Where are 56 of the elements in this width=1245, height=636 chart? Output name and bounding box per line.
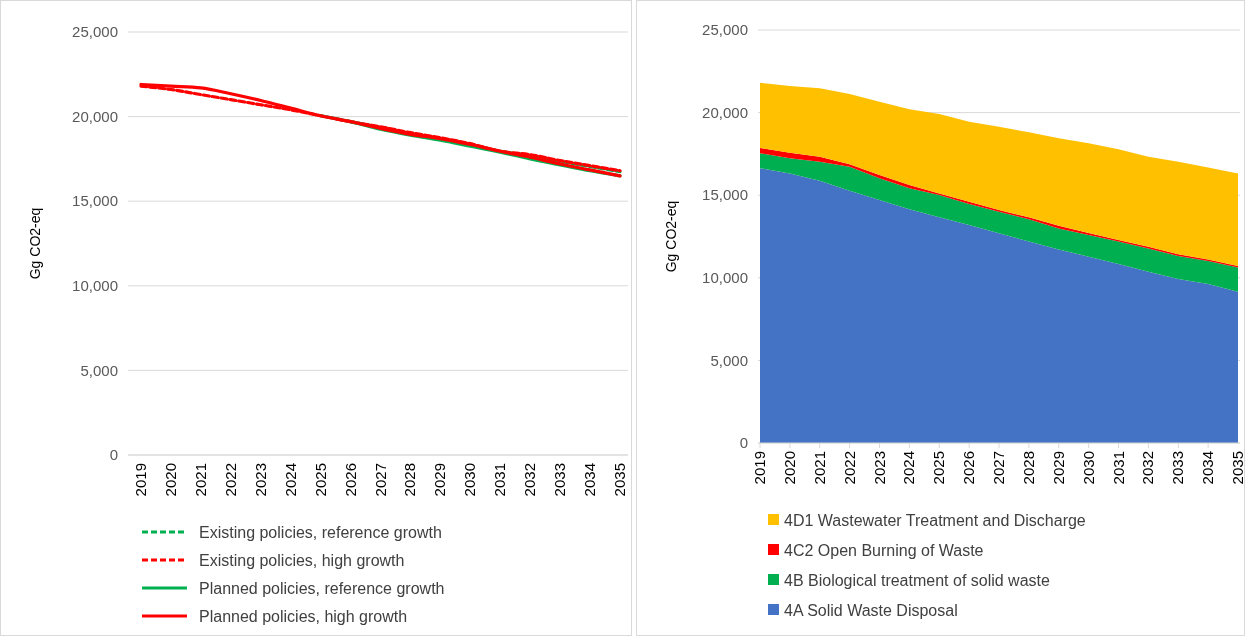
x-tick-label: 2019 xyxy=(751,451,768,485)
x-tick-label: 2031 xyxy=(1109,451,1127,485)
y-tick-label: 0 xyxy=(739,434,748,452)
x-tick-label: 2029 xyxy=(431,463,449,497)
x-tick-label: 2030 xyxy=(461,463,479,497)
x-tick-label: 2027 xyxy=(990,451,1007,485)
legend-label: 4D1 Wastewater Treatment and Discharge xyxy=(784,511,1086,529)
x-tick-label: 2026 xyxy=(341,463,359,497)
x-tick-label: 2031 xyxy=(491,463,509,497)
x-tick-label: 2022 xyxy=(840,451,858,485)
x-tick-label: 2024 xyxy=(281,463,299,497)
x-tick-label: 2027 xyxy=(371,463,389,497)
x-tick-label: 2023 xyxy=(251,463,269,497)
y-tick-label: 25,000 xyxy=(702,21,748,39)
y-tick-label: 0 xyxy=(109,446,118,464)
y-axis-title: Gg CO2-eq xyxy=(27,207,43,280)
y-tick-label: 20,000 xyxy=(702,103,748,121)
x-tick-label: 2033 xyxy=(1169,451,1187,485)
x-tick-label: 2033 xyxy=(551,463,569,497)
x-tick-label: 2034 xyxy=(581,463,599,497)
y-tick-label: 5,000 xyxy=(80,361,118,379)
x-tick-label: 2021 xyxy=(810,451,828,485)
x-tick-label: 2024 xyxy=(900,451,918,485)
x-tick-label: 2032 xyxy=(521,463,539,497)
x-tick-label: 2028 xyxy=(401,463,419,497)
legend-label: Planned policies, high growth xyxy=(199,607,408,625)
legend-label: Existing policies, reference growth xyxy=(199,523,442,541)
x-tick-label: 2026 xyxy=(960,451,978,485)
x-tick-label: 2034 xyxy=(1199,451,1217,485)
legend-label: Existing policies, high growth xyxy=(199,551,405,569)
x-tick-label: 2030 xyxy=(1079,451,1097,485)
y-tick-label: 15,000 xyxy=(72,192,118,210)
legend-label: 4B Biological treatment of solid waste xyxy=(784,571,1051,589)
x-tick-label: 2019 xyxy=(132,463,149,497)
x-tick-label: 2029 xyxy=(1049,451,1067,485)
y-tick-label: 20,000 xyxy=(72,107,118,125)
x-tick-label: 2023 xyxy=(870,451,888,485)
x-tick-label: 2025 xyxy=(311,463,329,497)
x-tick-label: 2032 xyxy=(1139,451,1157,485)
x-tick-label: 2035 xyxy=(1229,451,1245,485)
legend-label: 4C2 Open Burning of Waste xyxy=(784,541,984,559)
x-tick-label: 2028 xyxy=(1019,451,1037,485)
x-tick-label: 2035 xyxy=(611,463,628,497)
x-tick-label: 2020 xyxy=(780,451,798,485)
legend-label: Planned policies, reference growth xyxy=(199,579,445,597)
x-tick-label: 2021 xyxy=(191,463,209,497)
x-tick-label: 2020 xyxy=(161,463,179,497)
legend-label: 4A Solid Waste Disposal xyxy=(784,601,958,619)
y-tick-label: 10,000 xyxy=(72,277,118,295)
y-tick-label: 5,000 xyxy=(710,351,748,369)
x-tick-label: 2022 xyxy=(221,463,239,497)
x-tick-label: 2025 xyxy=(930,451,948,485)
y-tick-label: 25,000 xyxy=(72,23,118,41)
y-axis-title: Gg CO2-eq xyxy=(663,200,679,273)
y-tick-label: 15,000 xyxy=(702,186,748,204)
y-tick-label: 10,000 xyxy=(702,269,748,287)
